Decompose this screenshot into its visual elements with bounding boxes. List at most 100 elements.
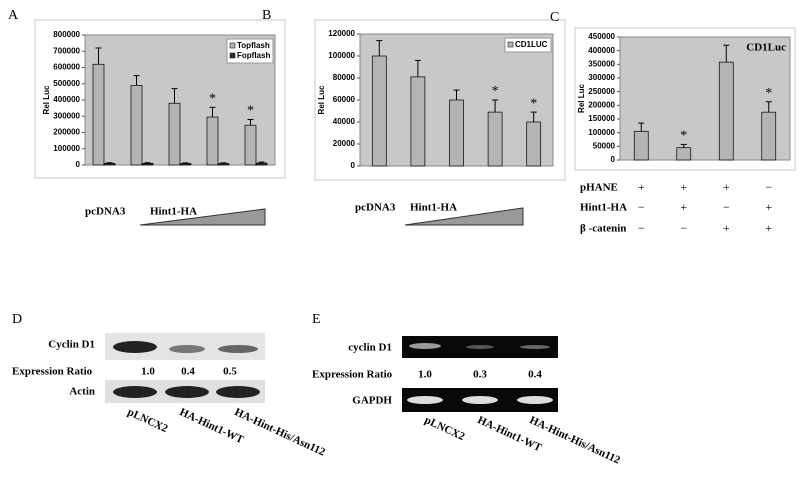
band: [407, 396, 443, 404]
bar: [718, 61, 734, 161]
x-label: pcDNA3: [355, 202, 396, 214]
ratio: 0.5: [223, 366, 237, 378]
y-axis-label: Rel Luc: [317, 85, 326, 114]
bar: [141, 163, 154, 166]
band: [466, 345, 494, 349]
band: [520, 345, 550, 349]
legend-label: Fopflash: [237, 51, 270, 60]
band: [113, 341, 157, 353]
bar: [92, 63, 105, 166]
error-bar: [171, 88, 178, 104]
condition-value: +: [680, 180, 687, 194]
row-label: Cyclin D1: [48, 339, 95, 351]
row-label: cyclin D1: [348, 342, 392, 354]
y-tick-label: 100000: [53, 144, 80, 153]
error-bar: [209, 106, 216, 118]
row-label: Expression Ratio: [312, 369, 393, 381]
y-tick-label: 250000: [588, 87, 615, 96]
error-bar: [765, 101, 772, 113]
bar: [103, 163, 116, 166]
bar: [206, 116, 219, 166]
error-bar: [453, 89, 460, 100]
lane-label: pLNCX2: [423, 414, 467, 443]
error-bar: [133, 75, 140, 86]
error-bar: [182, 162, 189, 164]
dose-triangle: [404, 207, 524, 226]
ratio: 1.0: [141, 366, 155, 378]
band: [218, 345, 258, 353]
condition-name: Hint1-HA: [580, 202, 627, 214]
condition-value: −: [680, 221, 687, 235]
panel-letter: E: [312, 312, 321, 327]
band: [216, 386, 260, 398]
error-bar: [414, 59, 421, 77]
condition-value: −: [765, 180, 772, 194]
band: [165, 386, 209, 398]
error-bar: [220, 162, 227, 164]
error-bar: [144, 162, 151, 164]
y-tick-label: 800000: [53, 30, 80, 39]
panel-letter: A: [8, 8, 19, 23]
panel-letter: D: [12, 312, 22, 327]
legend-swatch: [229, 42, 236, 49]
bar: [371, 55, 387, 167]
band: [169, 345, 205, 353]
bar: [244, 124, 257, 166]
y-tick-label: 300000: [53, 111, 80, 120]
ratio: 0.3: [473, 369, 487, 381]
legend-box: [504, 37, 552, 53]
bar: [179, 163, 192, 166]
lane-label: pLNCX2: [126, 406, 170, 435]
bar: [410, 76, 426, 167]
condition-name: β -catenin: [580, 223, 626, 235]
y-tick-label: 300000: [588, 73, 615, 82]
condition-value: +: [723, 180, 730, 194]
significance-label: *: [530, 96, 537, 111]
legend-label: CD1LUC: [515, 40, 548, 49]
lane-label: HA-Hint-His/Asn112: [233, 406, 328, 459]
ratio: 0.4: [181, 366, 195, 378]
y-tick-label: 0: [76, 160, 81, 169]
y-tick-label: 400000: [53, 95, 80, 104]
condition-value: −: [638, 200, 645, 214]
significance-label: *: [209, 92, 216, 107]
bar: [676, 147, 692, 161]
y-tick-label: 100000: [588, 128, 615, 137]
condition-value: +: [765, 221, 772, 235]
error-bar: [638, 122, 645, 132]
error-bar: [376, 40, 383, 56]
band: [517, 396, 553, 404]
condition-value: −: [638, 221, 645, 235]
lane-label: HA-Hint-His/Asn112: [528, 414, 623, 467]
ratio: 1.0: [418, 369, 432, 381]
significance-label: *: [765, 86, 772, 101]
row-label: GAPDH: [352, 395, 392, 407]
legend-label: CD1Luc: [746, 42, 786, 54]
y-tick-label: 50000: [593, 141, 616, 150]
y-axis-label: Rel Luc: [577, 84, 586, 113]
error-bar: [723, 44, 730, 63]
panel-letter: C: [550, 10, 559, 25]
error-bar: [95, 47, 102, 65]
y-tick-label: 350000: [588, 59, 615, 68]
significance-label: *: [492, 84, 499, 99]
x-label: pcDNA3: [85, 206, 126, 218]
row-label: Expression Ratio: [12, 366, 93, 378]
condition-name: pHANE: [580, 182, 618, 194]
y-tick-label: 450000: [588, 32, 615, 41]
legend-swatch: [507, 41, 514, 48]
condition-value: +: [723, 221, 730, 235]
condition-value: −: [723, 200, 730, 214]
dose-triangle: [139, 208, 266, 226]
y-tick-label: 150000: [588, 114, 615, 123]
y-tick-label: 20000: [333, 139, 356, 148]
y-tick-label: 200000: [588, 100, 615, 109]
legend-swatch: [229, 52, 236, 59]
legend-label: Topflash: [237, 41, 270, 50]
y-tick-label: 0: [351, 161, 356, 170]
y-tick-label: 200000: [53, 128, 80, 137]
x-label: Hint1-HA: [150, 206, 197, 218]
error-bar: [492, 99, 499, 113]
error-bar: [106, 162, 113, 164]
